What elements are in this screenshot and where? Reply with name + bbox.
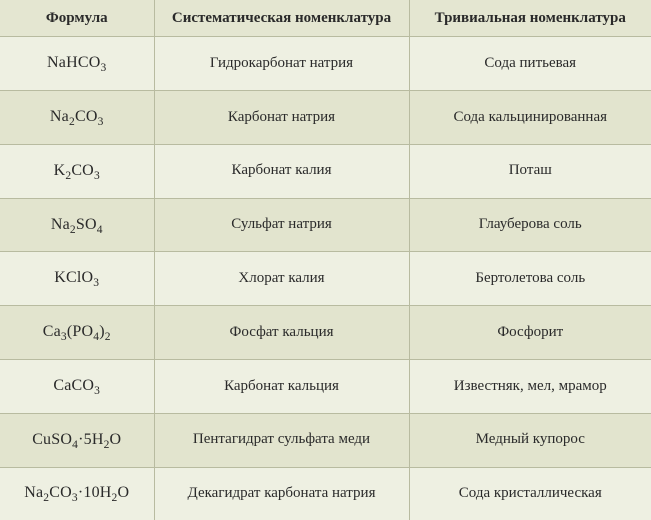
cell-trivial: Глауберова соль — [409, 198, 651, 252]
table-row: KClO3Хлорат калияБертолетова соль — [0, 252, 651, 306]
table-row: CaCO3Карбонат кальцияИзвестняк, мел, мра… — [0, 359, 651, 413]
cell-systematic: Карбонат натрия — [154, 91, 409, 145]
cell-trivial: Поташ — [409, 144, 651, 198]
table-body: NaHCO3Гидрокарбонат натрияСода питьеваяN… — [0, 37, 651, 520]
table-row: Ca3(PO4)2Фосфат кальцияФосфорит — [0, 306, 651, 360]
table-row: CuSO4·5H2OПентагидрат сульфата медиМедны… — [0, 413, 651, 467]
cell-trivial: Сода кристаллическая — [409, 467, 651, 520]
col-header-trivial: Тривиальная номенклатура — [409, 0, 651, 37]
cell-formula: NaHCO3 — [0, 37, 154, 91]
col-header-formula: Формула — [0, 0, 154, 37]
table-row: K2CO3Карбонат калияПоташ — [0, 144, 651, 198]
cell-formula: KClO3 — [0, 252, 154, 306]
cell-formula: K2CO3 — [0, 144, 154, 198]
cell-systematic: Сульфат натрия — [154, 198, 409, 252]
cell-trivial: Известняк, мел, мрамор — [409, 359, 651, 413]
cell-systematic: Карбонат кальция — [154, 359, 409, 413]
table-row: NaHCO3Гидрокарбонат натрияСода питьевая — [0, 37, 651, 91]
cell-formula: CaCO3 — [0, 359, 154, 413]
cell-systematic: Пентагидрат сульфата меди — [154, 413, 409, 467]
cell-systematic: Карбонат калия — [154, 144, 409, 198]
table-row: Na2CO3·10H2OДекагидрат карбоната натрияС… — [0, 467, 651, 520]
cell-systematic: Гидрокарбонат натрия — [154, 37, 409, 91]
cell-trivial: Сода питьевая — [409, 37, 651, 91]
table-row: Na2CO3Карбонат натрияСода кальцинированн… — [0, 91, 651, 145]
cell-systematic: Хлорат калия — [154, 252, 409, 306]
cell-formula: Ca3(PO4)2 — [0, 306, 154, 360]
cell-systematic: Фосфат кальция — [154, 306, 409, 360]
col-header-systematic: Систематическая номенклатура — [154, 0, 409, 37]
cell-formula: Na2SO4 — [0, 198, 154, 252]
cell-trivial: Бертолетова соль — [409, 252, 651, 306]
cell-formula: Na2CO3 — [0, 91, 154, 145]
table-row: Na2SO4Сульфат натрияГлауберова соль — [0, 198, 651, 252]
cell-formula: CuSO4·5H2O — [0, 413, 154, 467]
cell-formula: Na2CO3·10H2O — [0, 467, 154, 520]
cell-trivial: Медный купорос — [409, 413, 651, 467]
cell-systematic: Декагидрат карбоната натрия — [154, 467, 409, 520]
cell-trivial: Фосфорит — [409, 306, 651, 360]
header-row: Формула Систематическая номенклатура Три… — [0, 0, 651, 37]
nomenclature-table: Формула Систематическая номенклатура Три… — [0, 0, 651, 520]
cell-trivial: Сода кальцинированная — [409, 91, 651, 145]
